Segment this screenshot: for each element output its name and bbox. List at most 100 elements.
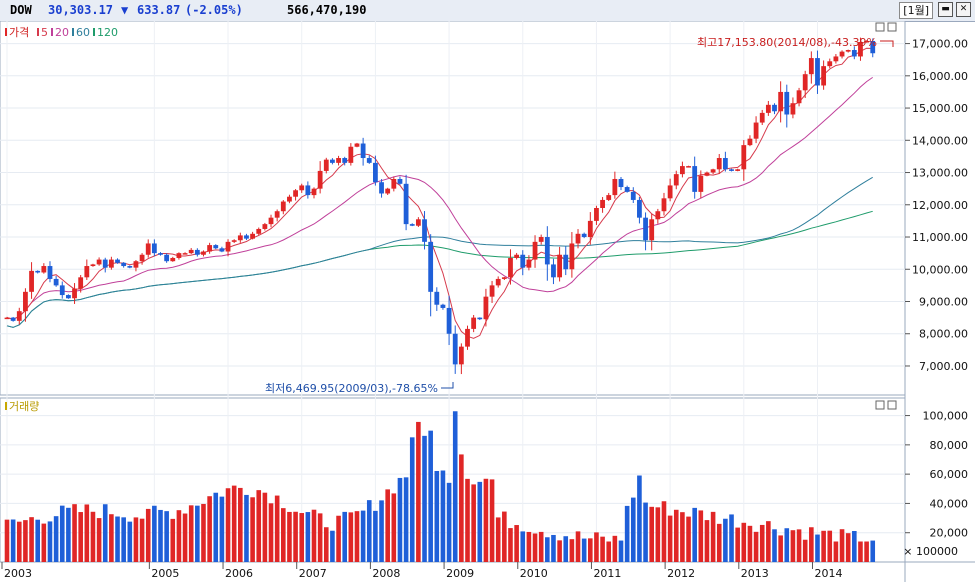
volume-bar: [195, 505, 200, 562]
candle-body: [29, 270, 34, 292]
candle-body: [673, 174, 679, 186]
moving-averages: [6, 47, 873, 339]
candle-body: [231, 240, 237, 242]
volume-bar: [588, 538, 593, 562]
time-tick-label: 2003: [4, 567, 32, 580]
volume-bar: [47, 521, 53, 562]
volume-bar: [692, 507, 697, 562]
volume-bar: [121, 517, 126, 562]
candle-body: [4, 317, 10, 320]
candle-body: [655, 211, 661, 220]
volume-bar: [649, 506, 654, 562]
volume-bar: [225, 488, 231, 562]
volume-bar: [704, 520, 710, 562]
candle-body: [845, 50, 851, 52]
candle-body: [581, 233, 587, 238]
volume-bar: [612, 535, 618, 562]
volume-bar: [96, 518, 102, 562]
volume-value: 566,470,190: [287, 3, 367, 17]
candle-body: [729, 169, 734, 171]
panel-max-button[interactable]: [887, 22, 897, 32]
volume-bar: [366, 500, 372, 562]
minimize-button[interactable]: ▬: [938, 2, 953, 17]
volume-bar: [41, 523, 47, 562]
candle-body: [520, 254, 526, 268]
candle-body: [446, 307, 452, 334]
volume-bar: [673, 509, 679, 562]
candle-body: [10, 317, 16, 321]
info-bar: DOW 30,303.17 ▼ 633.87 (-2.05%) 566,470,…: [0, 0, 975, 22]
volume-bar: [379, 500, 384, 562]
volume-bar: [145, 508, 151, 562]
candle-body: [47, 266, 53, 279]
candle-body: [274, 211, 280, 218]
volume-bar: [606, 541, 612, 562]
price-tick-label: 16,000.00: [912, 70, 968, 83]
volume-bar: [330, 530, 335, 562]
candle-body: [649, 219, 655, 241]
legend-ma5: 5: [41, 26, 48, 39]
volume-bar: [72, 504, 77, 562]
candle-body: [434, 291, 440, 305]
low-arrow: [441, 382, 454, 389]
candle-body: [833, 56, 839, 62]
candle-body: [551, 264, 556, 278]
ma5-swatch: [37, 28, 39, 36]
close-button[interactable]: ✕: [956, 2, 971, 17]
candle-body: [802, 74, 808, 91]
volume-bar: [323, 527, 329, 562]
candle-body: [428, 241, 434, 292]
volume-tick-label: 20,000: [930, 527, 969, 540]
legend-ma120: 120: [97, 26, 118, 39]
candle-body: [256, 228, 262, 234]
candle-body: [250, 233, 255, 239]
candle-body: [139, 254, 145, 262]
volume-tick-label: 40,000: [930, 497, 969, 510]
time-tick-label: 2005: [151, 567, 179, 580]
ma20-line: [6, 76, 873, 320]
volume-bar: [815, 534, 820, 562]
candle-body: [612, 178, 618, 196]
candle-body: [637, 199, 642, 218]
volume-bar: [735, 527, 740, 562]
candle-body: [225, 241, 231, 252]
volume-bar: [502, 511, 507, 562]
candle-body: [575, 233, 581, 244]
volume-bar: [526, 531, 532, 562]
candle-body: [815, 58, 820, 86]
volume-bar: [305, 512, 311, 562]
vol-panel-min-button[interactable]: [875, 400, 885, 410]
candle-body: [213, 245, 219, 249]
candle-body: [90, 264, 96, 267]
candle-body: [59, 285, 65, 296]
candle-body: [78, 277, 84, 289]
volume-bars: [4, 411, 876, 562]
price-tick-label: 9,000.00: [919, 296, 968, 309]
panel-min-button[interactable]: [875, 22, 885, 32]
volume-bar: [624, 505, 630, 562]
candle-body: [409, 224, 415, 226]
candle-body: [501, 277, 507, 279]
symbol-dropdown[interactable]: DOW: [10, 3, 32, 17]
volume-bar: [796, 529, 802, 562]
candle-body: [16, 311, 22, 321]
candle-body: [244, 235, 249, 239]
volume-bar: [188, 505, 194, 562]
volume-bar: [281, 508, 286, 562]
candle-body: [422, 219, 427, 242]
volume-bar: [772, 529, 777, 562]
candle-body: [600, 199, 605, 208]
time-tick-label: 2007: [299, 567, 327, 580]
candle-body: [72, 288, 77, 299]
candle-body: [133, 261, 139, 268]
candle-body: [66, 295, 71, 299]
volume-bar: [661, 501, 667, 562]
volume-bar: [391, 493, 397, 562]
candle-body: [317, 170, 323, 189]
volume-bar: [753, 531, 759, 562]
period-selector[interactable]: [1월]: [899, 2, 933, 19]
vol-panel-max-button[interactable]: [887, 400, 897, 410]
candle-body: [759, 112, 765, 123]
candle-body: [305, 185, 311, 196]
volume-bar: [201, 503, 206, 562]
